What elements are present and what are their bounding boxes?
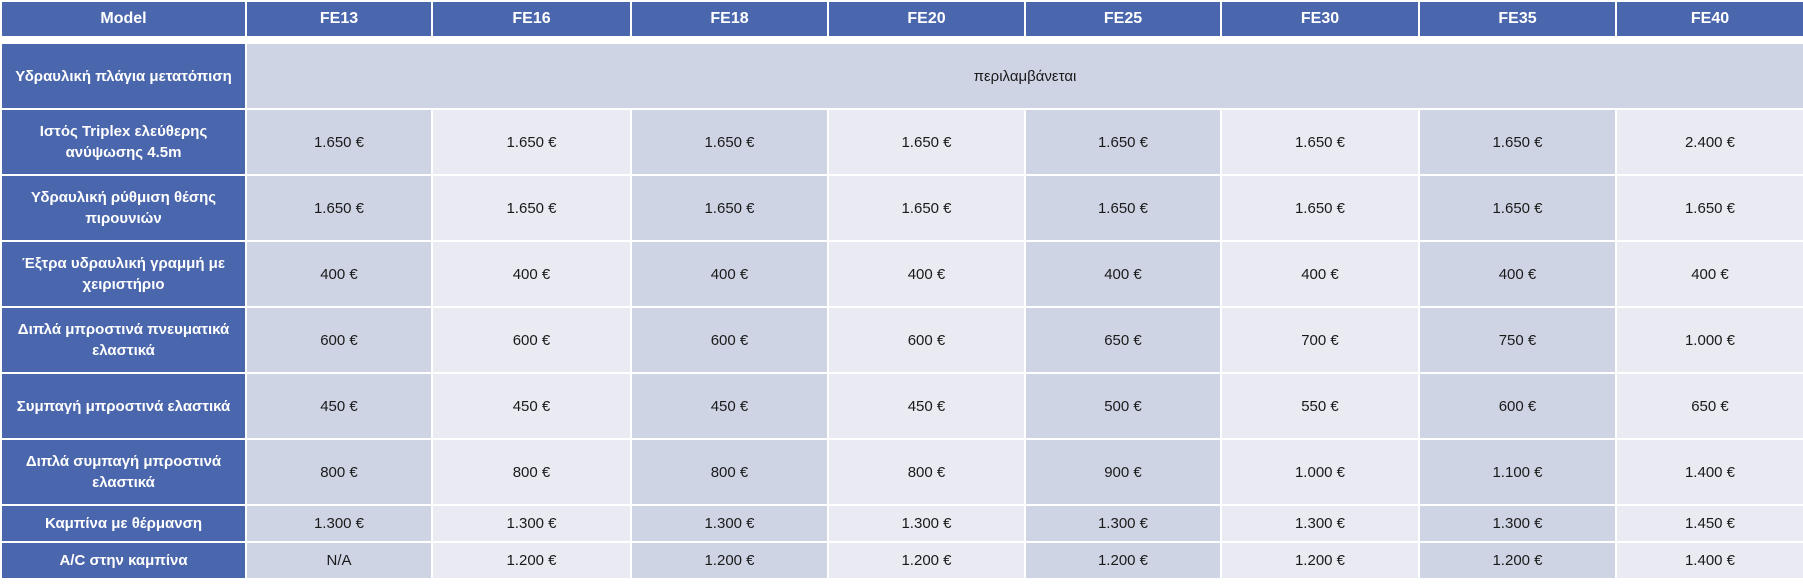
row-label: Διπλά συμπαγή μπροστινά ελαστικά [0, 438, 247, 506]
price-cell-fe25: 900 € [1024, 438, 1222, 506]
price-cell-fe18: 800 € [630, 438, 829, 506]
price-cell-fe35: 600 € [1418, 372, 1617, 440]
price-cell-fe30: 1.200 € [1220, 541, 1420, 580]
price-cell-fe20: 1.200 € [827, 541, 1026, 580]
price-cell-fe30: 1.650 € [1220, 108, 1420, 176]
price-cell-fe20: 1.650 € [827, 108, 1026, 176]
price-cell-fe16: 1.650 € [431, 108, 632, 176]
price-cell-fe25: 1.200 € [1024, 541, 1222, 580]
row-label: Υδραυλική ρύθμιση θέσης πιρουνιών [0, 174, 247, 242]
price-cell-fe40: 1.400 € [1615, 541, 1803, 580]
row-label: Ιστός Triplex ελεύθερης ανύψωσης 4.5m [0, 108, 247, 176]
price-cell-fe30: 1.000 € [1220, 438, 1420, 506]
price-cell-fe30: 400 € [1220, 240, 1420, 308]
column-header-fe35: FE35 [1418, 0, 1617, 38]
price-cell-fe18: 600 € [630, 306, 829, 374]
row-label: Διπλά μπροστινά πνευματικά ελαστικά [0, 306, 247, 374]
column-header-fe16: FE16 [431, 0, 632, 38]
price-cell-fe16: 450 € [431, 372, 632, 440]
column-header-fe20: FE20 [827, 0, 1026, 38]
price-cell-fe18: 1.200 € [630, 541, 829, 580]
price-cell-fe40: 400 € [1615, 240, 1803, 308]
price-cell-fe16: 400 € [431, 240, 632, 308]
price-cell-fe13: 1.300 € [245, 504, 433, 543]
row-label: Υδραυλική πλάγια μετατόπιση [0, 42, 247, 110]
corner-header: Model [0, 0, 247, 38]
merged-cell-included: περιλαμβάνεται [245, 42, 1803, 110]
price-cell-fe35: 400 € [1418, 240, 1617, 308]
table-row: Υδραυλική πλάγια μετατόπιση περιλαμβάνετ… [0, 42, 1803, 110]
price-cell-fe40: 1.400 € [1615, 438, 1803, 506]
price-cell-fe25: 1.300 € [1024, 504, 1222, 543]
price-cell-fe18: 1.300 € [630, 504, 829, 543]
row-label: Καμπίνα με θέρμανση [0, 504, 247, 543]
column-header-fe25: FE25 [1024, 0, 1222, 38]
column-header-fe13: FE13 [245, 0, 433, 38]
row-label: A/C στην καμπίνα [0, 541, 247, 580]
table-row: Έξτρα υδραυλική γραμμή με χειριστήριο 400… [0, 240, 1803, 308]
price-cell-fe16: 1.650 € [431, 174, 632, 242]
header-row: Model FE13 FE16 FE18 FE20 FE25 FE30 FE35 FE40 [0, 0, 1803, 38]
price-cell-fe25: 1.650 € [1024, 108, 1222, 176]
price-cell-fe35: 1.650 € [1418, 174, 1617, 242]
price-cell-fe25: 1.650 € [1024, 174, 1222, 242]
price-cell-fe25: 500 € [1024, 372, 1222, 440]
price-cell-fe16: 1.200 € [431, 541, 632, 580]
table-row: Υδραυλική ρύθμιση θέσης πιρουνιών 1.650 €… [0, 174, 1803, 242]
price-cell-fe30: 550 € [1220, 372, 1420, 440]
price-cell-fe40: 650 € [1615, 372, 1803, 440]
price-cell-fe40: 1.450 € [1615, 504, 1803, 543]
row-label: Έξτρα υδραυλική γραμμή με χειριστήριο [0, 240, 247, 308]
row-label: Συμπαγή μπροστινά ελαστικά [0, 372, 247, 440]
price-cell-fe16: 800 € [431, 438, 632, 506]
price-cell-fe35: 750 € [1418, 306, 1617, 374]
price-cell-fe20: 800 € [827, 438, 1026, 506]
table-row: Διπλά συμπαγή μπροστινά ελαστικά 800 €800… [0, 438, 1803, 506]
price-cell-fe13: 450 € [245, 372, 433, 440]
column-header-fe30: FE30 [1220, 0, 1420, 38]
price-cell-fe18: 450 € [630, 372, 829, 440]
price-cell-fe25: 400 € [1024, 240, 1222, 308]
price-cell-fe35: 1.300 € [1418, 504, 1617, 543]
price-cell-fe40: 1.650 € [1615, 174, 1803, 242]
price-cell-fe30: 700 € [1220, 306, 1420, 374]
price-cell-fe20: 1.650 € [827, 174, 1026, 242]
price-cell-fe20: 600 € [827, 306, 1026, 374]
price-cell-fe13: 600 € [245, 306, 433, 374]
price-cell-fe25: 650 € [1024, 306, 1222, 374]
price-cell-fe13: 1.650 € [245, 108, 433, 176]
price-cell-fe13: N/A [245, 541, 433, 580]
table-row: Διπλά μπροστινά πνευματικά ελαστικά 600 €… [0, 306, 1803, 374]
price-cell-fe35: 1.200 € [1418, 541, 1617, 580]
price-cell-fe35: 1.100 € [1418, 438, 1617, 506]
column-header-fe40: FE40 [1615, 0, 1803, 38]
table-row: Καμπίνα με θέρμανση 1.300 €1.300 €1.300 €… [0, 504, 1803, 543]
price-cell-fe20: 400 € [827, 240, 1026, 308]
table-row: Ιστός Triplex ελεύθερης ανύψωσης 4.5m 1.6… [0, 108, 1803, 176]
header-gap [1, 37, 1803, 43]
price-cell-fe30: 1.650 € [1220, 174, 1420, 242]
price-cell-fe13: 1.650 € [245, 174, 433, 242]
price-cell-fe13: 800 € [245, 438, 433, 506]
price-cell-fe18: 400 € [630, 240, 829, 308]
price-cell-fe16: 600 € [431, 306, 632, 374]
table-row: A/C στην καμπίνα N/A 1.200 €1.200 €1.200 €… [0, 541, 1803, 580]
price-cell-fe30: 1.300 € [1220, 504, 1420, 543]
price-cell-fe40: 2.400 € [1615, 108, 1803, 176]
price-cell-fe18: 1.650 € [630, 108, 829, 176]
price-cell-fe16: 1.300 € [431, 504, 632, 543]
price-cell-fe20: 450 € [827, 372, 1026, 440]
price-cell-fe13: 400 € [245, 240, 433, 308]
column-header-fe18: FE18 [630, 0, 829, 38]
price-cell-fe35: 1.650 € [1418, 108, 1617, 176]
price-cell-fe18: 1.650 € [630, 174, 829, 242]
table-row: Συμπαγή μπροστινά ελαστικά 450 €450 €450 … [0, 372, 1803, 440]
price-cell-fe40: 1.000 € [1615, 306, 1803, 374]
price-cell-fe20: 1.300 € [827, 504, 1026, 543]
